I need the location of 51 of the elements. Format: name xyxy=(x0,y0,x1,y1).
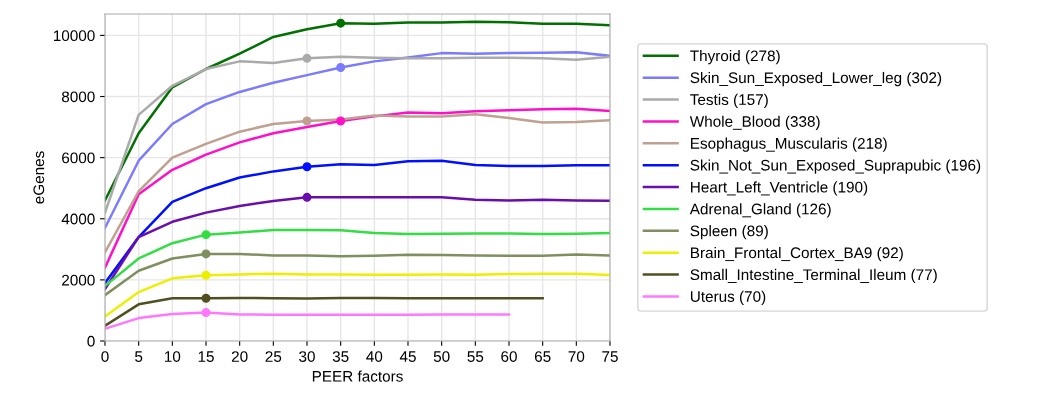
y-tick-label: 8000 xyxy=(61,91,95,103)
y-tick-label: 2000 xyxy=(62,274,95,286)
point xyxy=(201,308,211,318)
legend-label: Whole_Blood (338) xyxy=(689,115,820,130)
legend-label: Small_Intestine_Terminal_Ileum (77) xyxy=(690,268,937,284)
y-tick-label: 4000 xyxy=(61,213,95,225)
x-tick-label: 0 xyxy=(101,351,109,362)
x-tick-label: 75 xyxy=(602,351,618,362)
y-tick-label: 6000 xyxy=(62,152,95,164)
point xyxy=(201,230,211,240)
legend-label: Uterus (70) xyxy=(690,290,766,305)
point xyxy=(302,162,312,172)
x-tick-label: 35 xyxy=(332,351,349,362)
x-tick-label: 30 xyxy=(299,351,315,362)
x-tick-label: 40 xyxy=(366,351,383,362)
x-tick-label: 65 xyxy=(534,351,551,362)
point xyxy=(302,192,312,202)
point xyxy=(336,116,346,126)
legend-label: Skin_Not_Sun_Exposed_Suprapubic (196) xyxy=(690,159,981,174)
legend-label: Spleen (89) xyxy=(690,225,768,240)
line-series xyxy=(105,228,610,288)
point xyxy=(201,293,211,303)
point xyxy=(201,249,211,259)
legend-label: Testis (157) xyxy=(690,93,768,109)
line-series xyxy=(105,272,610,318)
x-tick-label: 10 xyxy=(165,351,181,362)
legend-label: Thyroid (278) xyxy=(690,50,780,65)
point xyxy=(201,270,211,280)
x-tick-label: 60 xyxy=(501,351,517,362)
x-tick-label: 70 xyxy=(568,351,585,362)
x-tick-label: 55 xyxy=(467,351,484,362)
line-series xyxy=(105,159,610,285)
x-tick-label: 15 xyxy=(198,351,214,362)
x-tick-label: 20 xyxy=(231,351,248,362)
x-tick-label: 50 xyxy=(433,351,450,362)
x-axis-title: PEER factors xyxy=(312,370,403,382)
point xyxy=(302,53,312,63)
legend-label: Brain_Frontal_Cortex_BA9 (92) xyxy=(691,246,903,262)
legend-label: Esophagus_Muscularis (218) xyxy=(691,137,887,152)
y-tick-label: 10000 xyxy=(53,30,95,42)
x-tick-label: 25 xyxy=(265,351,282,362)
x-tick-label: 5 xyxy=(135,351,143,362)
y-tick-label: 0 xyxy=(87,335,95,347)
x-tick-label: 45 xyxy=(399,351,416,362)
y-axis-title: eGenes xyxy=(33,151,45,204)
legend-label: Adrenal_Gland (126) xyxy=(689,203,831,218)
point xyxy=(336,18,346,28)
point xyxy=(302,116,312,126)
point xyxy=(336,62,346,72)
legend-label: Heart_Left_Ventricle (190) xyxy=(691,181,868,196)
legend-label: Skin_Sun_Exposed_Lower_leg (302) xyxy=(690,71,942,87)
